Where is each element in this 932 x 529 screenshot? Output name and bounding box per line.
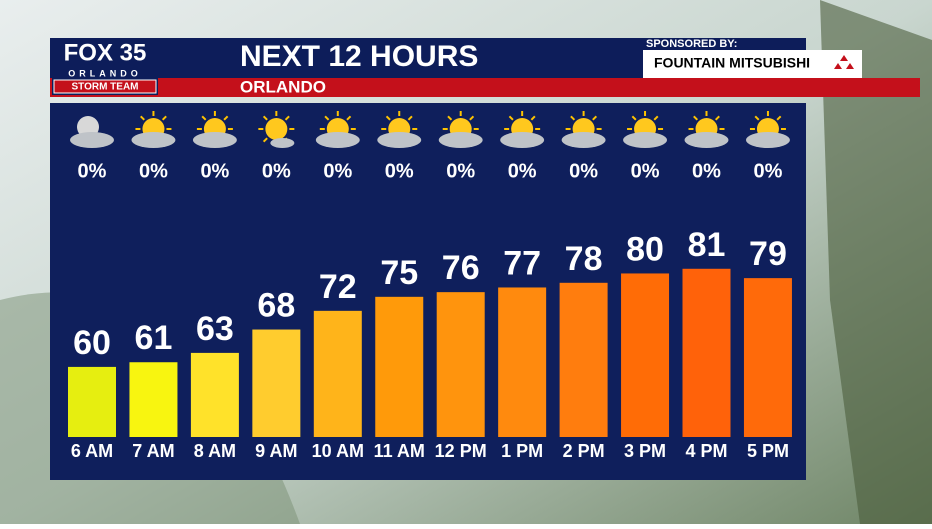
x-tick-label: 6 AM xyxy=(71,441,113,461)
bar xyxy=(375,296,424,437)
bar xyxy=(743,278,792,437)
palm-leaves xyxy=(820,0,932,524)
sun-ray xyxy=(324,115,330,121)
value-label: 72 xyxy=(319,268,357,306)
value-label: 78 xyxy=(565,240,603,278)
precip-label: 0% xyxy=(692,160,721,182)
value-label: 63 xyxy=(196,310,234,348)
sun-icon xyxy=(265,118,288,140)
sun-ray xyxy=(262,137,268,143)
x-tick-label: 7 AM xyxy=(132,441,174,461)
x-tick-label: 9 AM xyxy=(255,441,297,461)
cloud-icon xyxy=(438,132,483,148)
precip-label: 0% xyxy=(262,160,291,182)
value-label: 77 xyxy=(503,244,541,282)
bar xyxy=(559,282,608,437)
precip-label: 0% xyxy=(385,160,414,182)
cloud-icon xyxy=(270,138,295,148)
sun-ray xyxy=(631,115,637,121)
x-tick-label: 5 PM xyxy=(747,441,789,461)
precip-label: 0% xyxy=(78,160,107,182)
sun-ray xyxy=(469,115,475,121)
cloud-icon xyxy=(192,132,237,148)
bar xyxy=(313,310,362,437)
sun-ray xyxy=(140,115,145,121)
value-label: 61 xyxy=(135,319,173,357)
value-label: 75 xyxy=(380,254,418,292)
sun-ray xyxy=(570,115,576,121)
bar xyxy=(190,352,239,437)
value-label: 60 xyxy=(73,324,111,362)
sun-ray xyxy=(714,115,720,121)
precip-label: 0% xyxy=(753,160,782,182)
value-label: 76 xyxy=(442,249,480,287)
sponsor-logo xyxy=(834,55,854,69)
bar xyxy=(498,287,547,437)
sun-ray xyxy=(530,115,536,121)
cloud-icon xyxy=(377,132,422,148)
precip-label: 0% xyxy=(631,160,660,182)
sun-ray xyxy=(223,115,229,121)
chart-title: NEXT 12 HOURS xyxy=(240,40,478,73)
logo-team-box xyxy=(53,79,157,94)
bar xyxy=(252,329,301,437)
x-tick-label: 1 PM xyxy=(501,441,543,461)
cloud-icon xyxy=(745,132,790,148)
precip-label: 0% xyxy=(508,160,537,182)
sun-ray xyxy=(346,115,352,121)
sponsor-name: FOUNTAIN MITSUBISHI xyxy=(654,55,810,71)
x-tick-label: 8 AM xyxy=(194,441,236,461)
precip-label: 0% xyxy=(569,160,598,182)
sun-ray xyxy=(262,115,268,121)
sun-ray xyxy=(284,115,290,121)
cloud-icon xyxy=(684,132,729,148)
sun-ray xyxy=(447,115,453,121)
x-tick-label: 12 PM xyxy=(435,441,487,461)
sun-ray xyxy=(508,115,514,121)
sun-ray xyxy=(201,115,207,121)
value-label: 79 xyxy=(749,235,787,273)
cloud-icon xyxy=(561,132,606,148)
logo-city: ORLANDO xyxy=(68,68,142,78)
cloud-icon xyxy=(131,132,176,148)
value-label: 81 xyxy=(688,226,726,264)
precip-label: 0% xyxy=(446,160,475,182)
sun-ray xyxy=(754,115,760,121)
subtitle-bar xyxy=(50,78,920,97)
precip-label: 0% xyxy=(200,160,229,182)
bar xyxy=(436,292,485,437)
sun-ray xyxy=(161,115,167,121)
sun-ray xyxy=(776,115,782,121)
precip-label: 0% xyxy=(139,160,168,182)
logo-team: STORM TEAM xyxy=(71,82,138,93)
x-tick-label: 2 PM xyxy=(563,441,605,461)
bar xyxy=(621,273,670,437)
sun-ray xyxy=(693,115,699,121)
precip-label: 0% xyxy=(323,160,352,182)
logo-main: FOX 35 xyxy=(64,39,147,66)
bar xyxy=(682,268,731,437)
bar xyxy=(68,366,116,437)
cloud-icon xyxy=(500,132,545,148)
x-tick-label: 11 AM xyxy=(374,441,425,461)
x-tick-label: 4 PM xyxy=(685,441,727,461)
cloud-icon xyxy=(70,132,114,148)
sun-ray xyxy=(653,115,659,121)
sponsor-box xyxy=(643,50,862,78)
bar xyxy=(129,362,178,437)
sun-ray xyxy=(592,115,598,121)
x-tick-label: 10 AM xyxy=(312,441,364,461)
chart-subtitle: ORLANDO xyxy=(240,77,326,96)
sun-ray xyxy=(385,115,391,121)
x-tick-label: 3 PM xyxy=(624,441,666,461)
cloud-icon xyxy=(623,132,668,148)
sun-ray xyxy=(407,115,413,121)
value-label: 68 xyxy=(257,287,295,325)
sponsor-label: SPONSORED BY: xyxy=(646,38,737,50)
cloud-icon xyxy=(315,132,360,148)
value-label: 80 xyxy=(626,230,664,268)
